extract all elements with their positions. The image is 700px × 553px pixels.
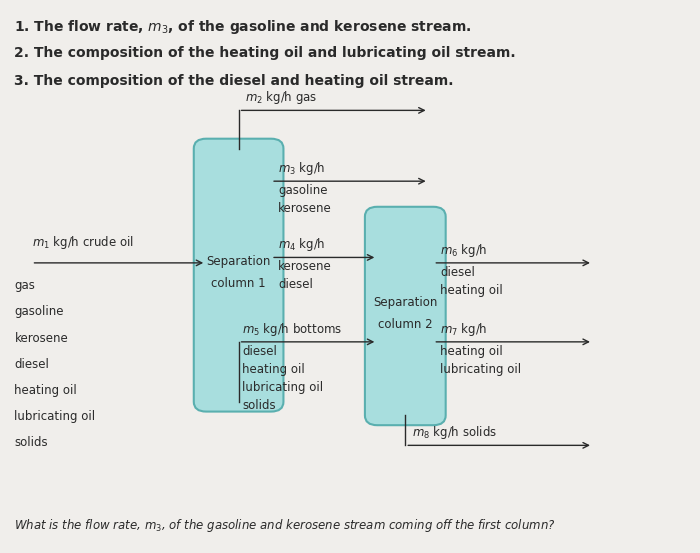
Text: heating oil: heating oil (440, 284, 503, 296)
Text: solids: solids (15, 436, 48, 449)
Text: gas: gas (15, 279, 35, 292)
Text: lubricating oil: lubricating oil (242, 380, 323, 394)
Text: heating oil: heating oil (440, 345, 503, 358)
Text: solids: solids (242, 399, 276, 411)
Text: heating oil: heating oil (242, 363, 304, 375)
FancyBboxPatch shape (365, 207, 446, 425)
Text: What is the flow rate, $m_3$, of the gasoline and kerosene stream coming off the: What is the flow rate, $m_3$, of the gas… (15, 517, 556, 534)
Text: Separation: Separation (206, 255, 271, 268)
Text: diesel: diesel (440, 265, 475, 279)
Text: diesel: diesel (278, 278, 313, 291)
Text: $m_5$ kg/h bottoms: $m_5$ kg/h bottoms (242, 321, 342, 337)
Text: 3. The composition of the diesel and heating oil stream.: 3. The composition of the diesel and hea… (15, 75, 454, 88)
Text: $m_4$ kg/h: $m_4$ kg/h (278, 236, 326, 253)
Text: column 2: column 2 (378, 317, 433, 331)
Text: heating oil: heating oil (15, 384, 77, 397)
Text: diesel: diesel (242, 345, 277, 358)
Text: lubricating oil: lubricating oil (440, 363, 522, 375)
Text: gasoline: gasoline (15, 305, 64, 319)
Text: diesel: diesel (15, 358, 49, 371)
Text: Separation: Separation (373, 296, 438, 309)
Text: kerosene: kerosene (278, 260, 332, 273)
Text: lubricating oil: lubricating oil (15, 410, 96, 423)
Text: $m_1$ kg/h crude oil: $m_1$ kg/h crude oil (32, 234, 134, 251)
Text: $m_2$ kg/h gas: $m_2$ kg/h gas (246, 89, 318, 106)
FancyBboxPatch shape (194, 139, 284, 411)
Text: kerosene: kerosene (278, 202, 332, 215)
Text: gasoline: gasoline (278, 184, 328, 197)
Text: $m_6$ kg/h: $m_6$ kg/h (440, 242, 488, 258)
Text: kerosene: kerosene (15, 331, 68, 345)
Text: 2. The composition of the heating oil and lubricating oil stream.: 2. The composition of the heating oil an… (15, 46, 516, 60)
Text: $m_7$ kg/h: $m_7$ kg/h (440, 321, 488, 337)
Text: column 1: column 1 (211, 277, 266, 290)
Text: $m_3$ kg/h: $m_3$ kg/h (278, 160, 326, 177)
Text: $m_8$ kg/h solids: $m_8$ kg/h solids (412, 424, 497, 441)
Text: 1. The flow rate, $m_3$, of the gasoline and kerosene stream.: 1. The flow rate, $m_3$, of the gasoline… (15, 18, 472, 36)
